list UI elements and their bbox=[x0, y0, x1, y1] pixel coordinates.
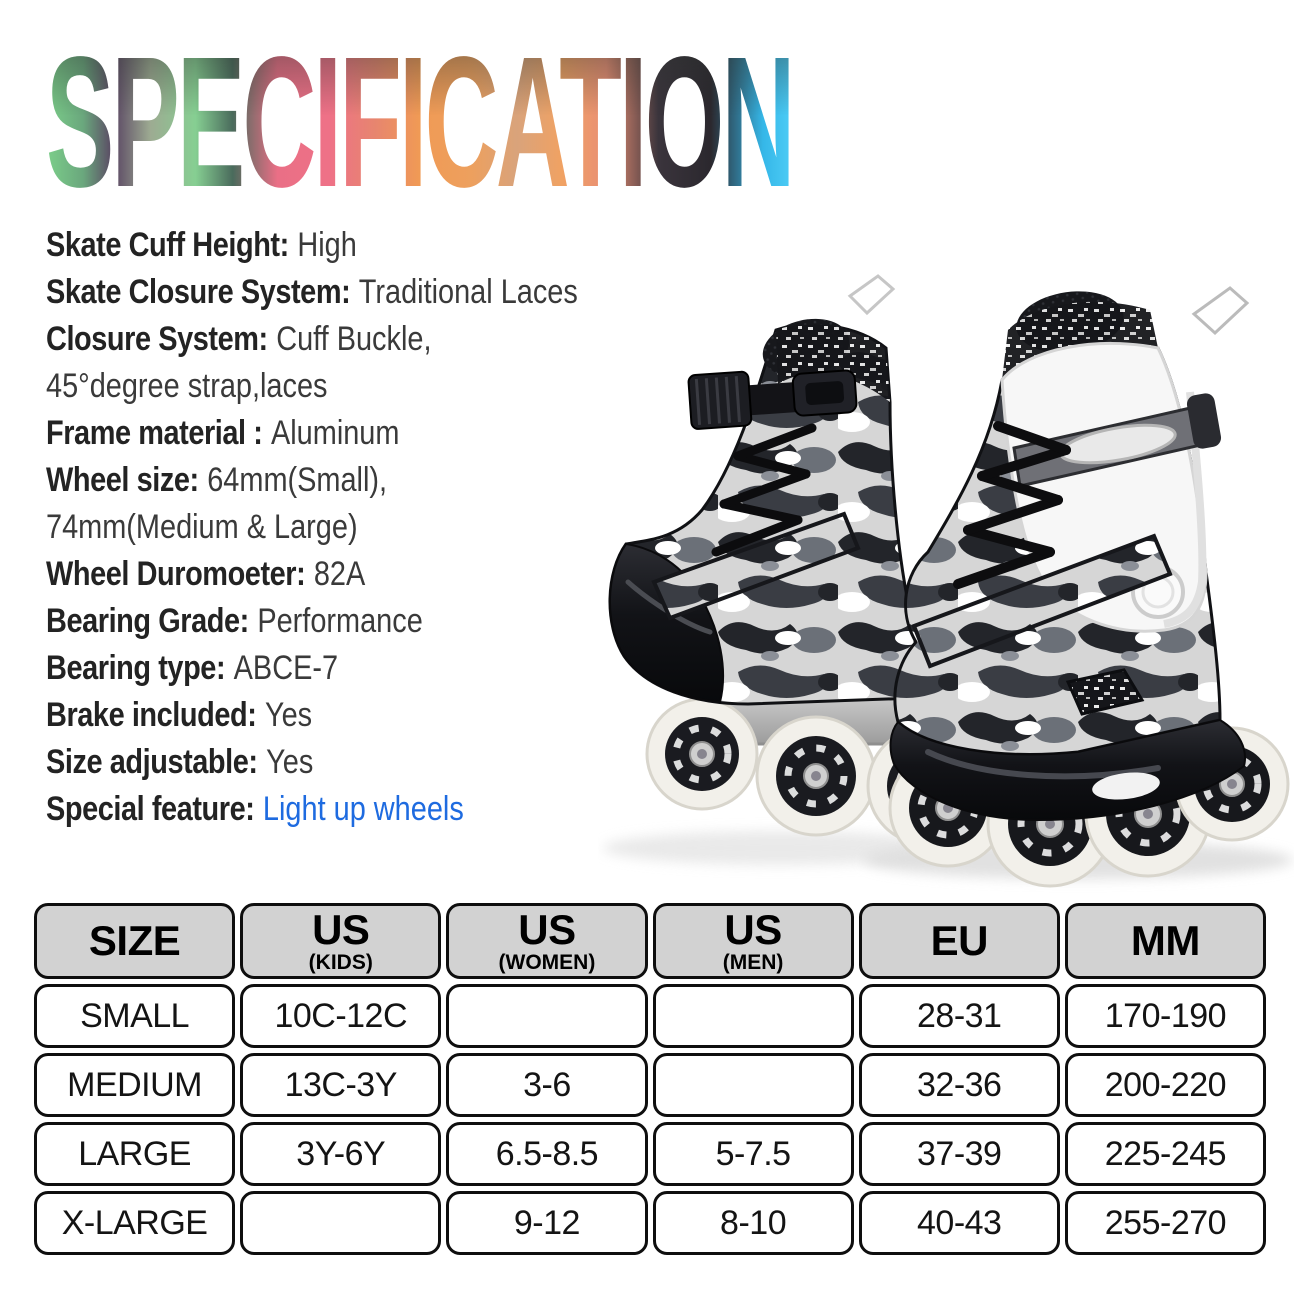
table-cell: 37-39 bbox=[858, 1122, 1060, 1186]
collar-speckle-right bbox=[1002, 301, 1158, 380]
table-cell: 5-7.5 bbox=[652, 1122, 854, 1186]
table-cell: 200-220 bbox=[1064, 1053, 1266, 1117]
table-cell: X-LARGE bbox=[34, 1191, 236, 1255]
spec-value: 45°degree strap,laces bbox=[46, 367, 328, 405]
spec-value: 74mm(Medium & Large) bbox=[46, 508, 358, 546]
cuff-strap-right bbox=[1012, 393, 1222, 488]
spec-line-wheel-size-cont: 74mm(Medium & Large) bbox=[46, 504, 692, 551]
spec-line-adjustable: Size adjustable: Yes bbox=[46, 739, 692, 786]
spec-label: Wheel size: bbox=[46, 461, 199, 499]
pull-loop-left bbox=[847, 274, 896, 316]
table-cell bbox=[240, 1191, 442, 1255]
laces-left bbox=[711, 423, 817, 557]
spec-value: 82A bbox=[313, 555, 366, 593]
table-cell: 8-10 bbox=[652, 1191, 854, 1255]
header-cell-us-kids: US (KIDS) bbox=[240, 903, 442, 979]
spec-line-wheel-size: Wheel size: 64mm(Small), bbox=[46, 457, 692, 504]
spec-value: High bbox=[297, 226, 357, 264]
table-cell: 40-43 bbox=[858, 1191, 1060, 1255]
wheel-icon bbox=[755, 715, 877, 837]
table-cell: 10C-12C bbox=[240, 984, 442, 1048]
table-cell: 225-245 bbox=[1064, 1122, 1266, 1186]
spec-label: Frame material : bbox=[46, 414, 263, 452]
size-table: SIZE US (KIDS) US (WOMEN) US (MEN) EU MM SM… bbox=[34, 903, 1266, 1255]
table-cell: 32-36 bbox=[858, 1053, 1060, 1117]
spec-value: Traditional Laces bbox=[358, 273, 578, 311]
table-cell: 3Y-6Y bbox=[240, 1122, 442, 1186]
spec-label: Brake included: bbox=[46, 696, 257, 734]
spec-value-special: Light up wheels bbox=[262, 790, 464, 828]
table-cell: 6.5-8.5 bbox=[446, 1122, 648, 1186]
page-title: SPECIFICATION bbox=[46, 19, 793, 226]
strap-45-left bbox=[651, 511, 861, 621]
laces-right bbox=[953, 421, 1071, 589]
header-cell-mm: MM bbox=[1064, 903, 1266, 979]
table-cell: SMALL bbox=[34, 984, 236, 1048]
spec-value: ABCE-7 bbox=[233, 649, 339, 687]
spec-value: Aluminum bbox=[270, 414, 400, 452]
table-cell: 28-31 bbox=[858, 984, 1060, 1048]
spec-line-durometer: Wheel Duromoeter: 82A bbox=[46, 551, 692, 598]
header-cell-size: SIZE bbox=[34, 903, 236, 979]
wheel-icon bbox=[645, 697, 759, 811]
spec-value: Yes bbox=[264, 696, 313, 734]
spec-line-special-feature: Special feature: Light up wheels bbox=[46, 786, 692, 833]
collar-speckle-left bbox=[776, 324, 890, 402]
spec-list: Skate Cuff Height: High Skate Closure Sys… bbox=[46, 222, 692, 833]
spec-value: Cuff Buckle, bbox=[276, 320, 432, 358]
header-cell-eu: EU bbox=[858, 903, 1060, 979]
skate-right bbox=[888, 286, 1290, 888]
spec-label: Wheel Duromoeter: bbox=[46, 555, 306, 593]
spec-label: Bearing Grade: bbox=[46, 602, 249, 640]
shell-right-black bbox=[889, 718, 1246, 822]
table-cell: 13C-3Y bbox=[240, 1053, 442, 1117]
header-cell-us-women: US (WOMEN) bbox=[446, 903, 648, 979]
table-cell bbox=[652, 1053, 854, 1117]
header-cell-us-men: US (MEN) bbox=[652, 903, 854, 979]
spec-label: Skate Cuff Height: bbox=[46, 226, 289, 264]
spec-line-closure-cont: 45°degree strap,laces bbox=[46, 363, 692, 410]
product-photo-inline-skates bbox=[603, 274, 1293, 888]
spec-label: Size adjustable: bbox=[46, 743, 258, 781]
table-cell bbox=[652, 984, 854, 1048]
buckle-left bbox=[687, 369, 858, 430]
pull-loop-right bbox=[1191, 286, 1250, 336]
table-cell: 255-270 bbox=[1064, 1191, 1266, 1255]
spec-label: Bearing type: bbox=[46, 649, 226, 687]
spec-label: Closure System: bbox=[46, 320, 268, 358]
strap-45-right bbox=[911, 533, 1173, 669]
spec-value: Yes bbox=[266, 743, 314, 781]
spec-value: Performance bbox=[257, 602, 423, 640]
table-cell bbox=[446, 984, 648, 1048]
spec-line-bearing-type: Bearing type: ABCE-7 bbox=[46, 645, 692, 692]
table-cell: 9-12 bbox=[446, 1191, 648, 1255]
spec-line-skate-closure: Skate Closure System: Traditional Laces bbox=[46, 269, 692, 316]
spec-line-bearing-grade: Bearing Grade: Performance bbox=[46, 598, 692, 645]
shell-vent-speckle bbox=[1065, 668, 1145, 716]
table-cell: 170-190 bbox=[1064, 984, 1266, 1048]
spec-value: 64mm(Small), bbox=[207, 461, 388, 499]
spec-line-frame-material: Frame material : Aluminum bbox=[46, 410, 692, 457]
shell-badge bbox=[1092, 772, 1160, 800]
spec-label: Special feature: bbox=[46, 790, 255, 828]
spec-line-cuff-height: Skate Cuff Height: High bbox=[46, 222, 692, 269]
table-cell: LARGE bbox=[34, 1122, 236, 1186]
spec-line-closure: Closure System: Cuff Buckle, bbox=[46, 316, 692, 363]
table-cell: MEDIUM bbox=[34, 1053, 236, 1117]
table-cell: 3-6 bbox=[446, 1053, 648, 1117]
spec-line-brake: Brake included: Yes bbox=[46, 692, 692, 739]
spec-label: Skate Closure System: bbox=[46, 273, 351, 311]
